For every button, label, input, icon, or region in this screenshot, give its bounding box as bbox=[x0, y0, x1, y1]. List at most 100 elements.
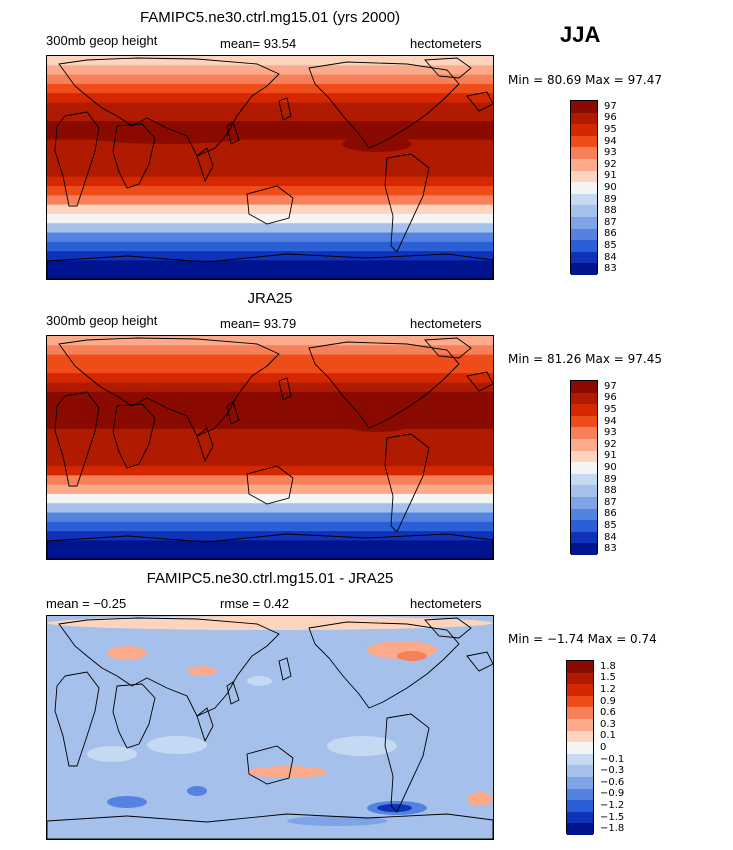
max-contour bbox=[342, 416, 412, 432]
contour-band bbox=[47, 336, 493, 346]
panel3-min-max: Min = −1.74 Max = 0.74 bbox=[508, 632, 657, 646]
contour-band bbox=[47, 148, 493, 159]
colorbar-tick-label: 89 bbox=[604, 473, 617, 485]
colorbar-swatch bbox=[571, 205, 597, 218]
contour-band bbox=[47, 419, 493, 430]
panel2-colorbar: 97 96 95 94 93 92 91 90 89 88 87 86 85 84 83 bbox=[570, 380, 617, 556]
contour-band bbox=[47, 56, 493, 66]
panel1-mean-label: mean= 93.54 bbox=[220, 36, 297, 51]
colorbar-tick-label: 88 bbox=[604, 205, 617, 217]
coastline bbox=[226, 681, 240, 705]
colorbar-swatch bbox=[571, 381, 597, 394]
contour-band bbox=[47, 130, 493, 141]
contour-band bbox=[47, 493, 493, 504]
colorbar-tick-label: 95 bbox=[604, 404, 617, 415]
max-contour bbox=[77, 124, 257, 144]
contour-band bbox=[47, 213, 493, 224]
coastline bbox=[466, 651, 493, 672]
colorbar-tick-label: 0.3 bbox=[600, 718, 616, 730]
coastline bbox=[308, 341, 460, 429]
colorbar-tick-label: 86 bbox=[604, 508, 617, 520]
difference-contour bbox=[87, 746, 137, 762]
colorbar-tick-label: 88 bbox=[604, 485, 617, 497]
colorbar-tick-label: −0.1 bbox=[600, 753, 625, 765]
colorbar-swatch bbox=[567, 672, 593, 685]
colorbar-swatch bbox=[571, 159, 597, 172]
difference-contour bbox=[467, 792, 493, 806]
difference-contour bbox=[187, 786, 207, 796]
colorbar-swatch bbox=[571, 450, 597, 463]
coastline bbox=[54, 111, 100, 207]
colorbar-tick-label: −0.9 bbox=[600, 788, 625, 800]
colorbar-swatch bbox=[567, 753, 593, 766]
colorbar-swatch bbox=[571, 135, 597, 148]
panel2-title: JRA25 bbox=[247, 290, 293, 307]
colorbar-tick-label: −0.3 bbox=[600, 765, 625, 777]
panel2-variable-label: 300mb geop height bbox=[46, 313, 158, 328]
colorbar-swatch bbox=[571, 193, 597, 206]
colorbar-tick-label: −1.2 bbox=[600, 800, 625, 811]
colorbar-swatch bbox=[571, 531, 597, 544]
max-contour bbox=[342, 136, 412, 152]
panel2-mean-label: mean= 93.79 bbox=[220, 316, 297, 331]
coastline bbox=[54, 391, 100, 487]
contour-band bbox=[47, 167, 493, 178]
colorbar-tick-label: 0.6 bbox=[600, 707, 616, 719]
coastline bbox=[384, 433, 430, 533]
panel2-min-max: Min = 81.26 Max = 97.45 bbox=[508, 352, 662, 366]
colorbar-tick-label: 0.1 bbox=[600, 730, 616, 742]
contour-band bbox=[47, 540, 493, 551]
coastline bbox=[308, 621, 460, 709]
colorbar-swatch bbox=[571, 415, 597, 428]
difference-contour bbox=[247, 766, 327, 778]
colorbar-swatch bbox=[567, 800, 593, 813]
difference-contour bbox=[47, 616, 493, 630]
contour-band bbox=[47, 410, 493, 421]
colorbar-tick-label: 83 bbox=[604, 263, 617, 275]
colorbar-tick-label: 91 bbox=[604, 450, 617, 462]
contour-band bbox=[47, 373, 493, 384]
colorbar-tick-label: 87 bbox=[604, 496, 617, 508]
colorbar-swatch bbox=[567, 811, 593, 824]
colorbar-tick-label: 84 bbox=[604, 251, 617, 263]
coastline bbox=[246, 745, 294, 785]
colorbar-swatch bbox=[567, 823, 593, 836]
contour-band bbox=[47, 447, 493, 458]
contour-band bbox=[47, 549, 493, 559]
contour-band bbox=[47, 195, 493, 206]
colorbar-tick-label: 90 bbox=[604, 462, 617, 473]
colorbar-tick-label: 96 bbox=[604, 392, 617, 404]
difference-contour bbox=[147, 736, 207, 754]
coastline bbox=[54, 671, 100, 767]
panel1-colorbar: 97 96 95 94 93 92 91 90 89 88 87 86 85 84 83 bbox=[570, 100, 617, 276]
coastline bbox=[246, 185, 294, 225]
coastline bbox=[384, 713, 430, 813]
contour-band bbox=[47, 102, 493, 113]
colorbar-tick-label: 91 bbox=[604, 170, 617, 182]
colorbar-swatch bbox=[571, 101, 597, 114]
coastline bbox=[58, 617, 280, 717]
contour-band bbox=[47, 382, 493, 393]
coastline bbox=[278, 657, 292, 681]
colorbar-tick-label: 97 bbox=[604, 100, 617, 112]
colorbar-swatch bbox=[567, 742, 593, 755]
panel3-colorbar: 1.8 1.5 1.2 0.9 0.6 0.3 0.1 0 −0.1 −0.3 −0.6 −0.9 −1… bbox=[566, 660, 624, 836]
colorbar-swatch bbox=[571, 520, 597, 533]
season-label: JJA bbox=[560, 22, 601, 47]
colorbar-tick-label: 85 bbox=[604, 240, 617, 251]
colorbar-tick-label: 87 bbox=[604, 216, 617, 228]
difference-contour bbox=[377, 804, 412, 812]
contour-band bbox=[47, 83, 493, 94]
contour-band bbox=[47, 186, 493, 196]
contour-band bbox=[47, 521, 493, 532]
colorbar-swatch bbox=[571, 392, 597, 405]
coastline bbox=[384, 153, 430, 253]
colorbar-tick-label: 96 bbox=[604, 112, 617, 124]
colorbar-tick-label: 86 bbox=[604, 228, 617, 240]
coastline bbox=[466, 91, 493, 112]
colorbar-tick-label: 84 bbox=[604, 531, 617, 543]
colorbar-swatch bbox=[567, 765, 593, 778]
contour-band bbox=[47, 484, 493, 495]
coastline bbox=[58, 337, 280, 437]
colorbar-tick-label: 94 bbox=[604, 135, 617, 147]
